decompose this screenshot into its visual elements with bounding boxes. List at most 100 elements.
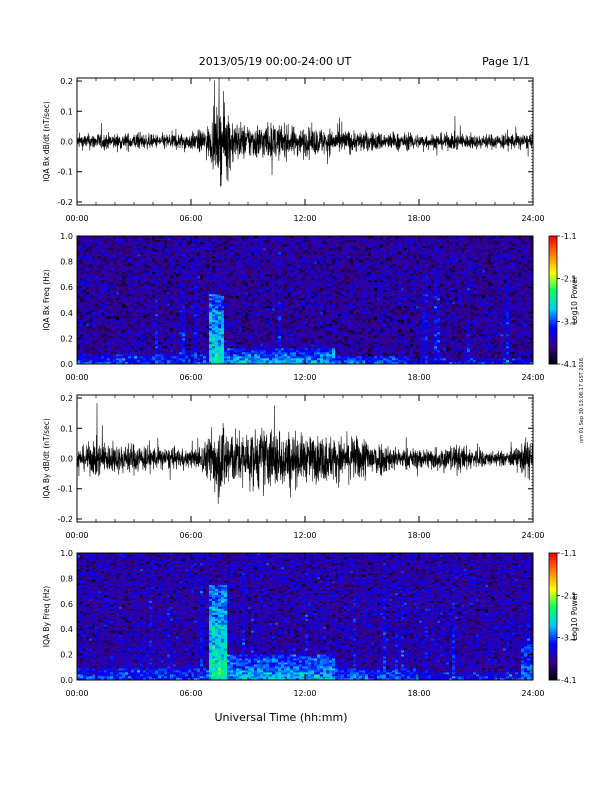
spectrogram-cell <box>218 254 222 257</box>
spectrogram-cell <box>134 240 138 243</box>
spectrogram-cell <box>95 276 99 279</box>
spectrogram-cell <box>158 362 162 365</box>
spectrogram-cell <box>296 300 300 303</box>
spectrogram-cell <box>227 278 231 281</box>
spectrogram-cell <box>293 322 297 325</box>
spectrogram-cell <box>200 296 204 299</box>
spectrogram-cell <box>251 274 255 277</box>
spectrogram-cell <box>140 340 144 343</box>
spectrogram-cell <box>284 328 288 331</box>
spectrogram-cell <box>101 326 105 329</box>
spectrogram-cell <box>272 294 276 297</box>
spectrogram-cell <box>257 274 261 277</box>
spectrogram-cell <box>284 332 288 335</box>
spectrogram-cell <box>266 242 270 245</box>
spectrogram-cell <box>104 268 108 271</box>
spectrogram-cell <box>188 328 192 331</box>
spectrogram-cell <box>95 292 99 295</box>
spectrogram-cell <box>242 316 246 319</box>
spectrogram-cell <box>218 286 222 289</box>
spectrogram-cell <box>302 306 306 309</box>
spectrogram-cell <box>125 276 129 279</box>
spectrogram-cell <box>155 330 159 333</box>
spectrogram-cell <box>143 320 147 323</box>
spectrogram-cell <box>80 272 84 275</box>
spectrogram-cell <box>203 264 207 267</box>
spectrogram-cell <box>137 330 141 333</box>
spectrogram-cell <box>233 348 237 351</box>
spectrogram-cell <box>80 274 84 277</box>
spectrogram-cell <box>281 342 285 345</box>
spectrogram-cell <box>104 274 108 277</box>
spectrogram-cell <box>302 278 306 281</box>
spectrogram-cell <box>287 292 291 295</box>
spectrogram-cell <box>200 268 204 271</box>
spectrogram-cell <box>197 248 201 251</box>
spectrogram-cell <box>269 270 273 273</box>
spectrogram-cell <box>281 326 285 329</box>
spectrogram-cell <box>158 280 162 283</box>
spectrogram-cell <box>278 278 282 281</box>
spectrogram-cell <box>152 236 156 239</box>
spectrogram-cell <box>146 286 150 289</box>
spectrogram-cell <box>110 258 114 261</box>
spectrogram-cell <box>215 286 219 289</box>
spectrogram-cell <box>197 262 201 265</box>
spectrogram-cell <box>188 244 192 247</box>
spectrogram-cell <box>143 280 147 283</box>
spectrogram-cell <box>77 348 81 351</box>
spectrogram-cell <box>188 248 192 251</box>
spectrogram-cell <box>266 240 270 243</box>
spectrogram-cell <box>242 236 246 239</box>
spectrogram-cell <box>131 258 135 261</box>
spectrogram-cell <box>275 360 279 363</box>
spectrogram-cell <box>278 238 282 241</box>
spectrogram-cell <box>176 284 180 287</box>
spectrogram-cell <box>170 284 174 287</box>
spectrogram-cell <box>293 344 297 347</box>
spectrogram-cell <box>77 298 81 301</box>
spectrogram-cell <box>266 270 270 273</box>
spectrogram-cell <box>170 258 174 261</box>
spectrogram-cell <box>224 360 228 363</box>
spectrogram-cell <box>209 308 213 311</box>
spectrogram-cell <box>107 248 111 251</box>
spectrogram-cell <box>182 360 186 363</box>
spectrogram-cell <box>89 352 93 355</box>
spectrogram-cell <box>143 356 147 359</box>
spectrogram-cell <box>107 298 111 301</box>
spectrogram-cell <box>107 322 111 325</box>
spectrogram-cell <box>275 308 279 311</box>
spectrogram-cell <box>212 302 216 305</box>
spectrogram-cell <box>89 340 93 343</box>
spectrogram-cell <box>269 356 273 359</box>
spectrogram-cell <box>224 276 228 279</box>
spectrogram-cell <box>302 240 306 243</box>
spectrogram-cell <box>233 246 237 249</box>
spectrogram-cell <box>245 354 249 357</box>
spectrogram-cell <box>260 270 264 273</box>
spectrogram-cell <box>131 276 135 279</box>
spectrogram-cell <box>182 240 186 243</box>
spectrogram-cell <box>119 298 123 301</box>
spectrogram-cell <box>224 336 228 339</box>
spectrogram-cell <box>257 300 261 303</box>
spectrogram-cell <box>146 342 150 345</box>
spectrogram-cell <box>152 276 156 279</box>
spectrogram-cell <box>167 262 171 265</box>
spectrogram-cell <box>149 360 153 363</box>
spectrogram-cell <box>239 330 243 333</box>
spectrogram-cell <box>155 304 159 307</box>
spectrogram-cell <box>116 326 120 329</box>
spectrogram-cell <box>212 354 216 357</box>
spectrogram-cell <box>245 302 249 305</box>
spectrogram-cell <box>125 358 129 361</box>
spectrogram-cell <box>179 242 183 245</box>
spectrogram-cell <box>101 244 105 247</box>
spectrogram-cell <box>194 314 198 317</box>
spectrogram-cell <box>143 354 147 357</box>
spectrogram-cell <box>194 350 198 353</box>
spectrogram-cell <box>263 296 267 299</box>
spectrogram-cell <box>218 362 222 365</box>
spectrogram-cell <box>104 324 108 327</box>
